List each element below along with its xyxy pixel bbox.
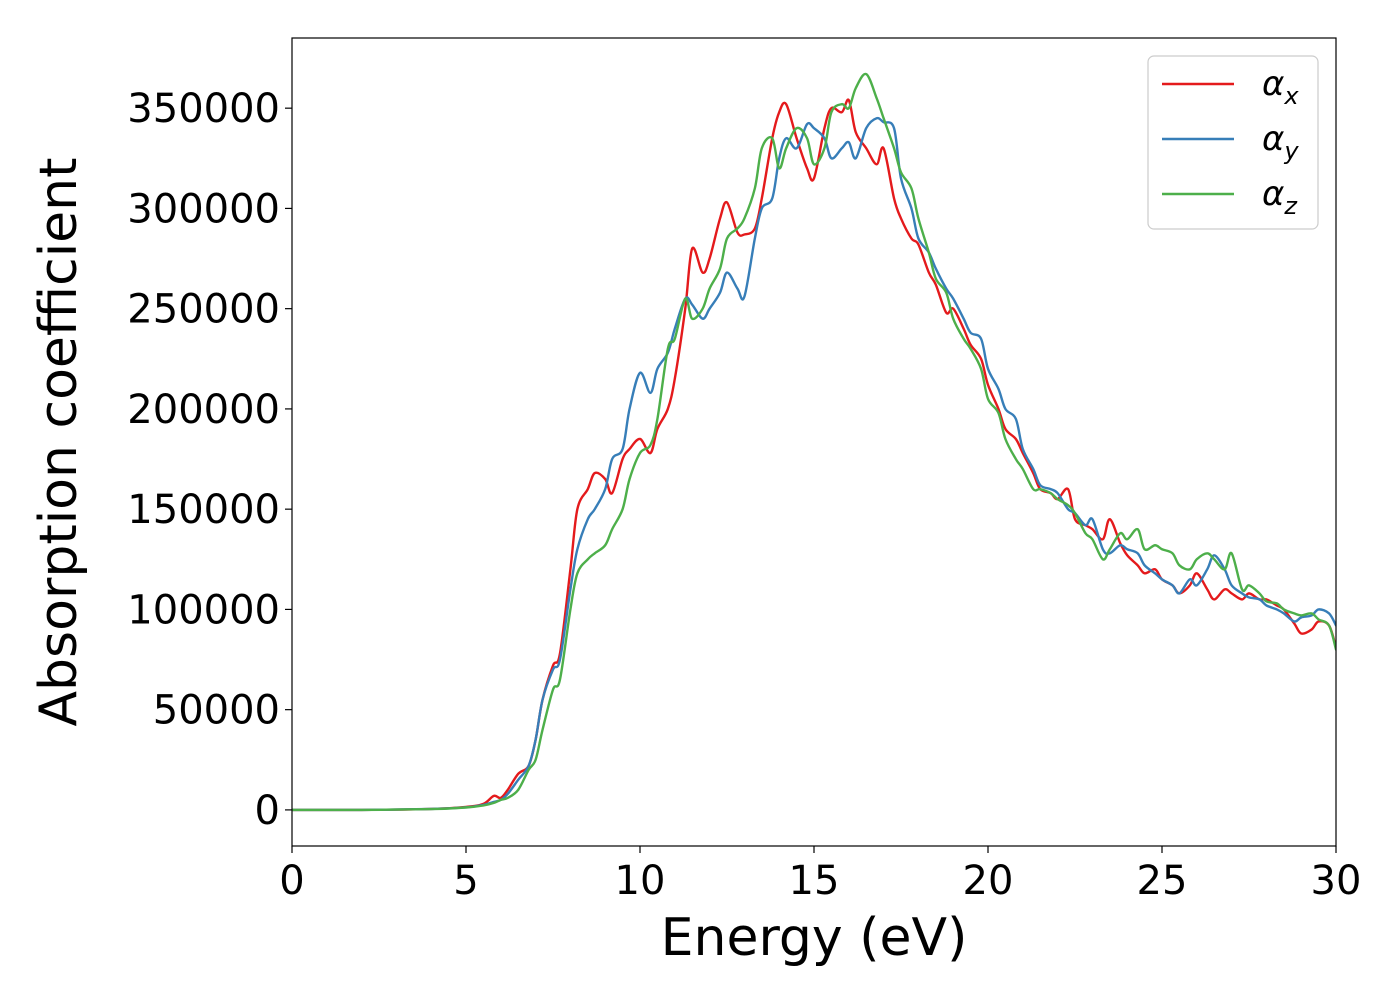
legend-label-y: αy [1262,119,1299,165]
legend: αx αy αz [1147,55,1319,230]
y-tick-label: 100000 [127,587,280,633]
y-tick-label: 0 [255,788,280,834]
x-tick-label: 0 [279,858,304,904]
legend-label-x: αx [1262,64,1299,110]
y-tick-label: 350000 [127,86,280,132]
x-tick-label: 15 [789,858,840,904]
series-line-x [292,98,1336,812]
x-tick-label: 10 [615,858,666,904]
y-tick-label: 200000 [127,387,280,433]
x-axis-label: Energy (eV) [661,908,968,968]
y-axis-ticks: 0 50000 100000 150000 200000 250000 300000 3500… [127,86,292,834]
y-tick-label: 150000 [127,487,280,533]
legend-box [1147,55,1319,230]
series-line-z [292,72,1336,812]
y-axis-label: Absorption coefficient [29,157,89,726]
x-tick-label: 25 [1137,858,1188,904]
x-tick-label: 5 [453,858,478,904]
x-tick-label: 20 [963,858,1014,904]
legend-label-z: αz [1262,174,1298,220]
y-tick-label: 50000 [153,688,280,734]
y-tick-label: 250000 [127,287,280,333]
x-tick-label: 30 [1311,858,1362,904]
y-tick-label: 300000 [127,186,280,232]
x-axis-ticks: 0 5 10 15 20 25 30 [279,846,1361,904]
series-line-y [292,116,1336,812]
series-layer [292,72,1336,812]
